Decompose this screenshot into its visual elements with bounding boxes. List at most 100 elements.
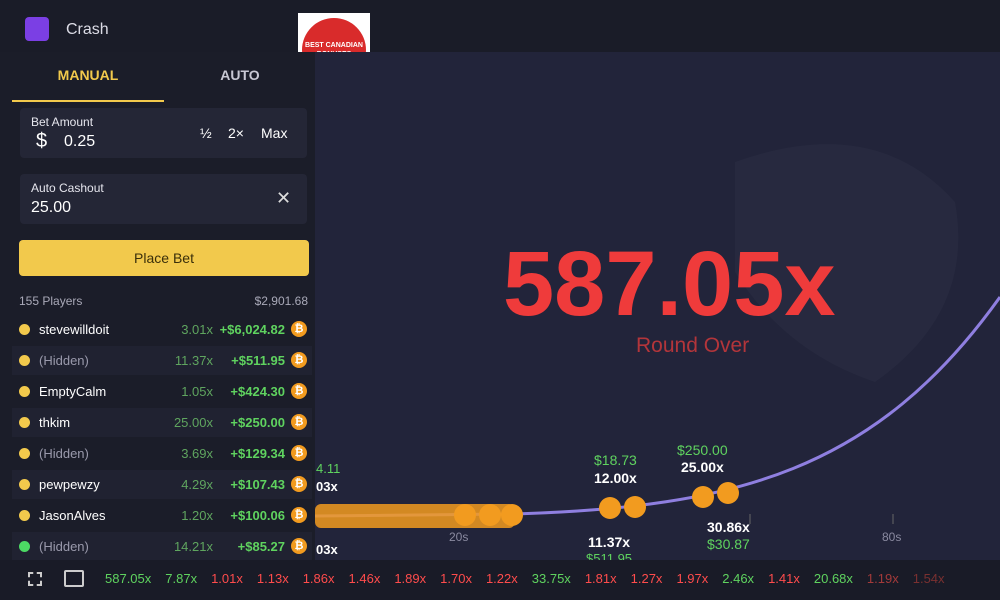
history-item[interactable]: 1.70x [440,571,472,586]
annotation-amount: $30.87 [707,536,750,552]
player-name: pewpewzy [39,477,100,492]
annotation-amount: $18.73 [594,452,637,468]
history-item[interactable]: 1.89x [394,571,427,586]
player-icon [19,417,30,428]
player-name: (Hidden) [39,539,89,554]
max-button[interactable]: Max [261,125,288,141]
tab-manual[interactable]: MANUAL [12,62,164,102]
history-item[interactable]: 587.05x [105,571,152,586]
player-row: JasonAlves 1.20x +$100.06 ₿ [12,501,312,530]
player-name: EmptyCalm [39,384,107,399]
history-item[interactable]: 1.86x [302,571,335,586]
bet-value: 0.25 [64,133,96,150]
player-multiplier: 1.20x [181,508,213,523]
player-multiplier: 1.05x [181,384,213,399]
player-name: (Hidden) [39,353,89,368]
player-icon [19,355,30,366]
fullscreen-button[interactable] [28,572,42,586]
player-profit: +$85.27 [237,539,285,554]
player-count: 155 Players [19,294,83,308]
edge-label: 4.11 [316,461,341,476]
player-profit: +$250.00 [230,415,285,430]
history-item[interactable]: 1.41x [768,571,800,586]
coin-marker [599,497,621,519]
player-row: stevewilldoit 3.01x +$6,024.82 ₿ [12,315,312,344]
annotation-multiplier: 11.37x [588,534,631,550]
history-item[interactable]: 7.87x [165,571,198,586]
cashout-label: Auto Cashout [31,181,104,195]
history-item[interactable]: 1.22x [485,571,518,586]
coin-icon: ₿ [291,445,307,461]
history-item[interactable]: 1.01x [211,571,243,586]
history-item[interactable]: 1.97x [676,571,709,586]
crash-multiplier: 587.05x [503,233,836,335]
player-profit: +$129.34 [230,446,285,461]
place-bet-button[interactable]: Place Bet [19,240,309,276]
theatre-button[interactable] [64,570,84,587]
crash-curve [315,296,1000,518]
coin-icon: ₿ [291,414,307,430]
coin-icon: ₿ [291,383,307,399]
player-multiplier: 4.29x [181,477,213,492]
player-multiplier: 3.01x [181,322,213,337]
coin-icon: ₿ [291,321,307,337]
player-profit: +$511.95 [231,353,285,368]
double-button[interactable]: 2× [228,125,244,141]
player-row: thkim 25.00x +$250.00 ₿ [12,408,312,437]
tab-auto[interactable]: AUTO [220,67,260,83]
round-status: Round Over [636,334,750,357]
history-item[interactable]: 1.81x [584,571,617,586]
clear-button[interactable]: ✕ [276,188,292,208]
edge-label: 03x [316,542,338,557]
coin-marker [479,504,501,526]
auto-cashout-field[interactable]: Auto Cashout 25.00 ✕ [20,174,307,224]
cashout-value: 25.00 [31,199,72,216]
half-button[interactable]: ½ [200,125,212,141]
currency: $ [36,130,48,152]
player-icon [19,386,30,397]
player-name: thkim [39,415,71,430]
app-icon [25,17,49,41]
player-multiplier: 11.37x [174,353,213,368]
annotation-multiplier: 30.86x [707,519,750,535]
game-graph [315,52,1000,560]
player-name: JasonAlves [39,508,106,523]
coin-marker [501,504,523,526]
player-multiplier: 14.21x [173,539,213,554]
history-item[interactable]: 1.13x [256,571,289,586]
player-profit: +$6,024.82 [219,322,285,337]
history-item[interactable]: 1.54x [912,571,945,586]
time-label: 20s [449,530,469,544]
annotation-multiplier: 25.00x [681,459,724,475]
top-bar: Crash BEST CANADIAN BONUSES [0,0,1000,87]
player-row: (Hidden) 11.37x +$511.95 ₿ [12,346,312,375]
player-icon [19,448,30,459]
annotation-multiplier: 12.00x [594,470,637,486]
time-label: 80s [882,530,902,544]
background-art [735,144,959,382]
history-item[interactable]: 1.27x [630,571,663,586]
history-item[interactable]: 2.46x [722,571,755,586]
coin-marker [692,486,714,508]
app-title: Crash [66,21,109,38]
player-row: pewpewzy 4.29x +$107.43 ₿ [12,470,312,499]
history-item[interactable]: 1.46x [348,571,381,586]
history-item[interactable]: 20.68x [813,571,853,586]
coin-icon: ₿ [291,507,307,523]
history-bar [0,560,1000,600]
player-multiplier: 25.00x [173,415,213,430]
player-icon [19,510,30,521]
player-multiplier: 3.69x [181,446,213,461]
player-profit: +$107.43 [230,477,285,492]
player-row: (Hidden) 14.21x +$85.27 ₿ [12,532,312,561]
history-item[interactable]: 33.75x [531,571,571,586]
coin-marker [717,482,739,504]
annotation-amount: $511.95 [586,551,633,560]
history-item[interactable]: 1.19x [866,571,899,586]
bet-amount-field[interactable]: Bet Amount $ 0.25 ½ 2× Max [20,108,307,158]
bet-label: Bet Amount [31,115,94,129]
player-name: stevewilldoit [39,322,110,337]
player-icon [19,324,30,335]
player-icon [19,541,30,552]
